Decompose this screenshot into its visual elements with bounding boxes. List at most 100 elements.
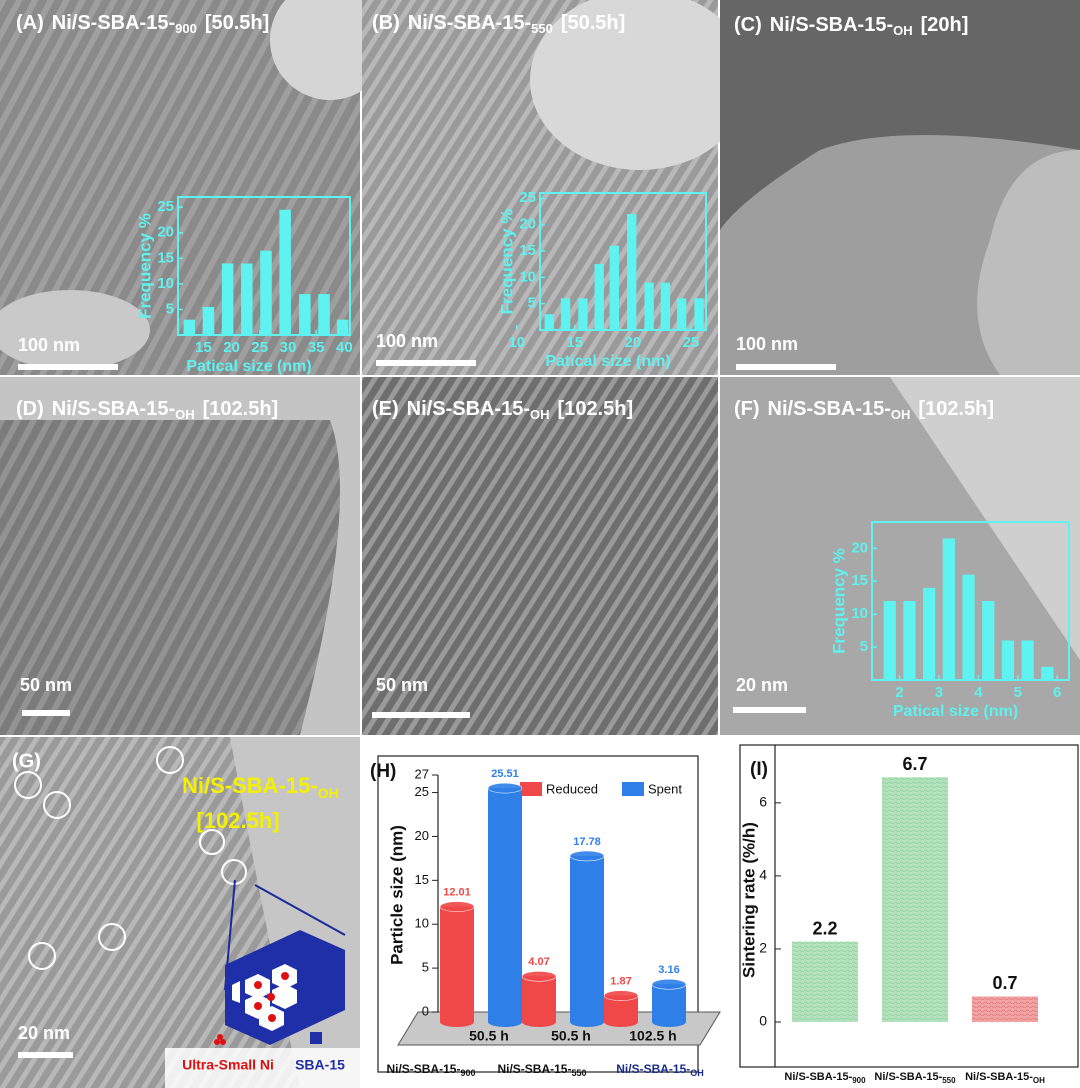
bar-3d: [522, 976, 556, 1022]
y-tick-label: 15: [415, 872, 429, 887]
y-tick-label: 4: [759, 867, 767, 883]
y-tick-label: 20: [415, 828, 429, 843]
x-tick-label: 25: [251, 339, 268, 356]
x-tick-label: 6: [1053, 684, 1061, 701]
scale-bar: [736, 364, 836, 370]
x-tick-label: 35: [308, 339, 325, 356]
time-label: 50.5 h: [551, 1028, 591, 1044]
y-tick-label: 10: [519, 268, 536, 285]
sample-name: Ni/S-SBA-15-: [770, 14, 893, 36]
y-tick-label: 5: [166, 300, 174, 317]
legend-swatch: [622, 782, 644, 796]
sample-name: Ni/S-SBA-15-: [52, 12, 175, 34]
time-label: 102.5 h: [629, 1028, 676, 1044]
panel-title: (D) Ni/S-SBA-15-OH [102.5h]: [16, 398, 278, 422]
scale-label: 50 nm: [376, 675, 428, 695]
bar-texture: [972, 996, 1038, 1022]
sample-time: [50.5h]: [205, 12, 269, 34]
hist-bar: [544, 314, 554, 330]
bar-3d-top: [603, 990, 639, 1001]
scale-label: 50 nm: [20, 675, 72, 695]
scale-bar: [372, 712, 470, 718]
value-label: 17.78: [573, 836, 601, 848]
bar-3d: [488, 788, 522, 1022]
sample-sub: OH: [175, 407, 195, 422]
bar-3d-top: [569, 850, 605, 862]
x-tick-label: 5: [1014, 684, 1022, 701]
y-tick-label: 0: [759, 1013, 767, 1029]
panel-label: (E): [372, 398, 399, 420]
category-sub: 550: [571, 1068, 586, 1078]
y-tick-label: 25: [415, 784, 429, 799]
y-tick-label: 15: [851, 572, 868, 589]
x-axis-label: Patical size (nm): [545, 353, 670, 370]
legend-label: Spent: [648, 781, 682, 796]
hist-bar: [982, 601, 995, 680]
bar-3d-top: [521, 970, 557, 982]
category-name: Ni/S-SBA-15-: [497, 1062, 571, 1076]
value-label: 1.87: [610, 975, 631, 987]
y-tick-label: 20: [519, 216, 536, 233]
scale-bar: [733, 707, 806, 713]
hist-bar: [903, 601, 916, 680]
value-label: 4.07: [528, 956, 549, 968]
x-axis-label: Patical size (nm): [893, 703, 1018, 720]
panel-label: (G): [12, 750, 41, 772]
hist-bar: [942, 538, 955, 680]
y-tick-label: 27: [415, 766, 429, 781]
hist-bar: [1041, 666, 1054, 680]
hist-bar: [299, 294, 311, 335]
panel-title: (B) Ni/S-SBA-15-550 [50.5h]: [372, 12, 625, 36]
category-sub: 550: [942, 1076, 956, 1085]
y-tick-label: 5: [422, 960, 429, 975]
category-name: Ni/S-SBA-15-: [965, 1071, 1033, 1083]
x-tick-label: 15: [566, 334, 583, 351]
sample-time: [102.5h]: [918, 398, 994, 420]
hist-bar: [221, 263, 234, 335]
hist-bar: [578, 298, 588, 330]
inset-frame: [539, 192, 707, 331]
category-sub: OH: [1033, 1076, 1045, 1085]
y-tick-label: 6: [759, 794, 767, 810]
bar-3d-top: [487, 782, 523, 794]
value-label: 25.51: [491, 768, 519, 780]
category-label: Ni/S-SBA-15-550: [874, 1071, 956, 1085]
hist-bar: [1001, 640, 1015, 680]
bar-3d-top: [651, 978, 687, 990]
y-tick-label: 15: [157, 249, 174, 266]
y-tick-label: 25: [519, 189, 536, 206]
hist-bar: [644, 282, 654, 330]
x-tick-label: 3: [935, 684, 943, 701]
bar-3d-base: [440, 1017, 474, 1027]
hist-bar: [609, 245, 619, 330]
hist-bar: [923, 587, 936, 680]
value-label: 12.01: [443, 886, 471, 898]
bar-texture: [792, 941, 858, 1022]
hist-bar: [1021, 640, 1034, 680]
panel-title: (A) Ni/S-SBA-15-900 [50.5h]: [16, 12, 269, 36]
x-tick-label: 4: [974, 684, 983, 701]
bar-3d-top: [439, 901, 475, 912]
y-tick-label: 5: [860, 638, 868, 655]
hist-bar: [676, 298, 687, 330]
x-axis-label: Patical size (nm): [186, 358, 311, 375]
y-tick-label: 2: [759, 940, 767, 956]
sample-time: [50.5h]: [561, 12, 625, 34]
hist-bar: [560, 298, 571, 330]
panel-title: (F) Ni/S-SBA-15-OH [102.5h]: [734, 398, 994, 422]
category-label: Ni/S-SBA-15-OH: [616, 1062, 704, 1078]
y-tick-label: 15: [519, 242, 536, 259]
scale-label: 100 nm: [736, 334, 798, 354]
category-label: Ni/S-SBA-15-OH: [965, 1071, 1045, 1085]
sample-sub: 900: [175, 21, 197, 36]
panel-label: (C): [734, 14, 762, 36]
x-tick-label: 20: [625, 334, 642, 351]
scale-label: 100 nm: [376, 331, 438, 351]
category-label: Ni/S-SBA-15-550: [497, 1062, 586, 1078]
sample-sub: OH: [530, 407, 550, 422]
category-sub: 900: [460, 1068, 475, 1078]
x-tick-label: 30: [280, 339, 297, 356]
bar-3d: [652, 984, 686, 1022]
panel-title: (E) Ni/S-SBA-15-OH [102.5h]: [372, 398, 633, 422]
